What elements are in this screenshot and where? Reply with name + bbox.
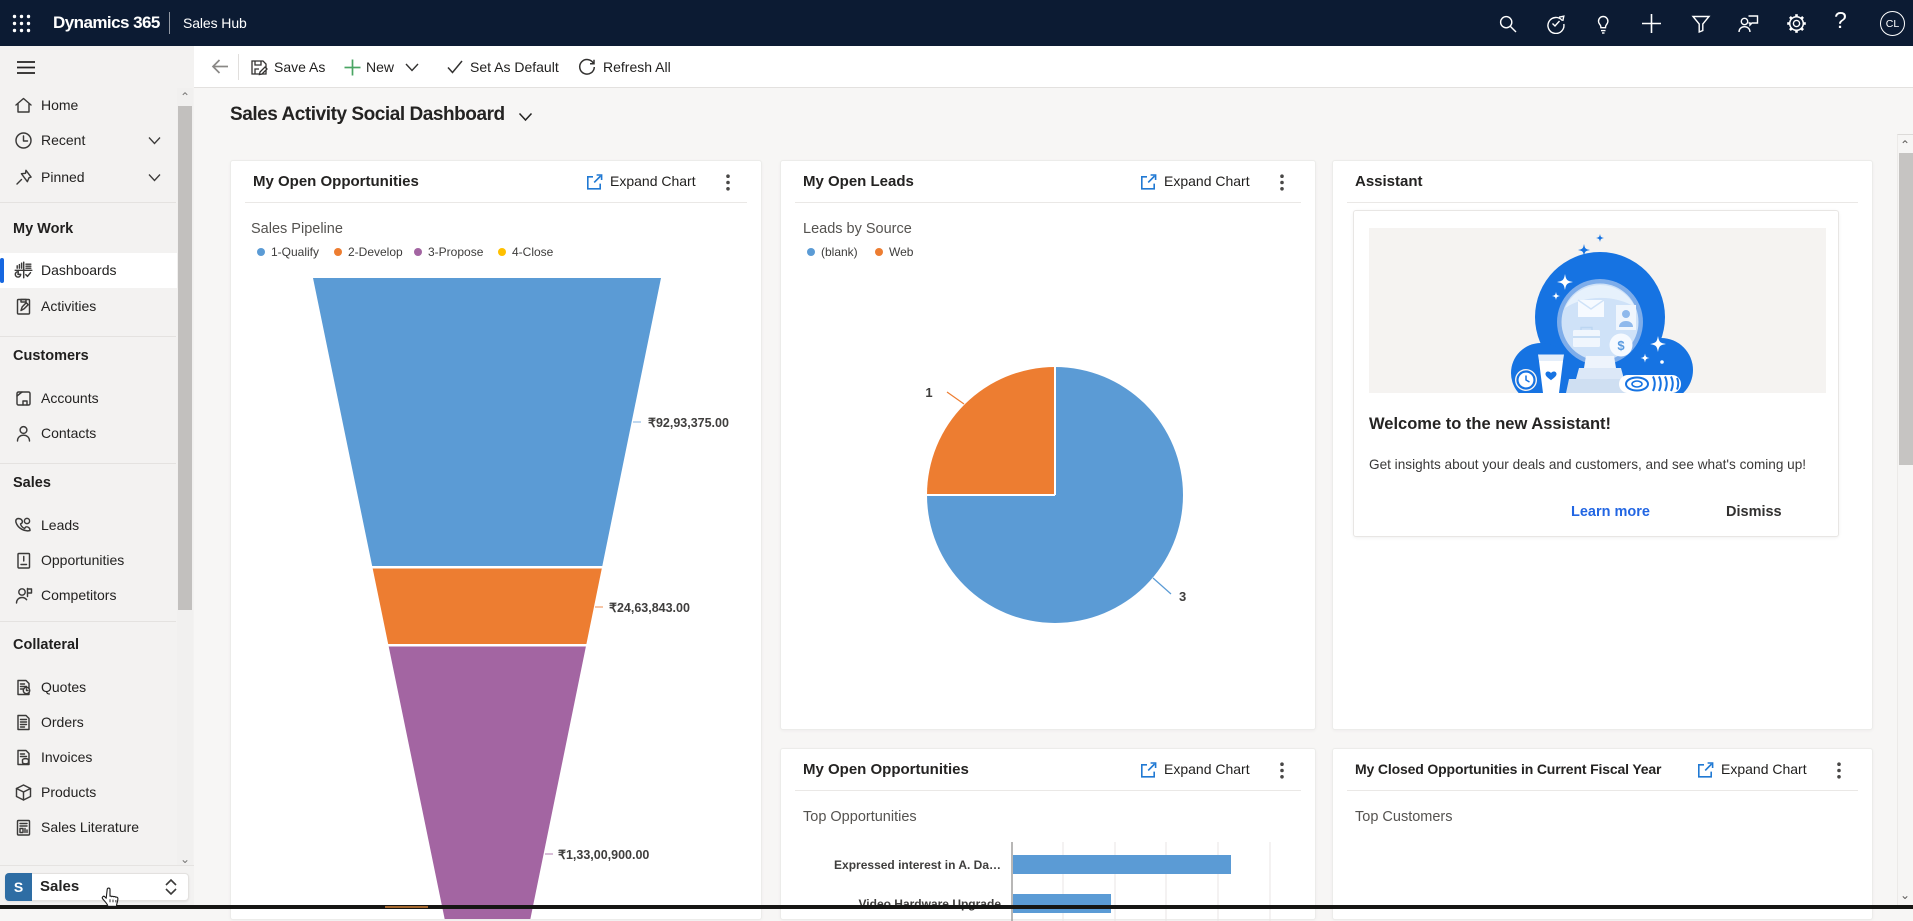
svg-text:$: $: [1617, 338, 1625, 353]
svg-text:₹92,93,375.00: ₹92,93,375.00: [648, 416, 729, 430]
svg-text:1: 1: [925, 385, 932, 400]
svg-text:₹24,63,843.00: ₹24,63,843.00: [609, 601, 690, 615]
svg-text:Expressed interest in A. Da…: Expressed interest in A. Da…: [834, 858, 1001, 872]
svg-text:3: 3: [1179, 589, 1186, 604]
svg-text:₹1,33,00,900.00: ₹1,33,00,900.00: [558, 848, 649, 862]
